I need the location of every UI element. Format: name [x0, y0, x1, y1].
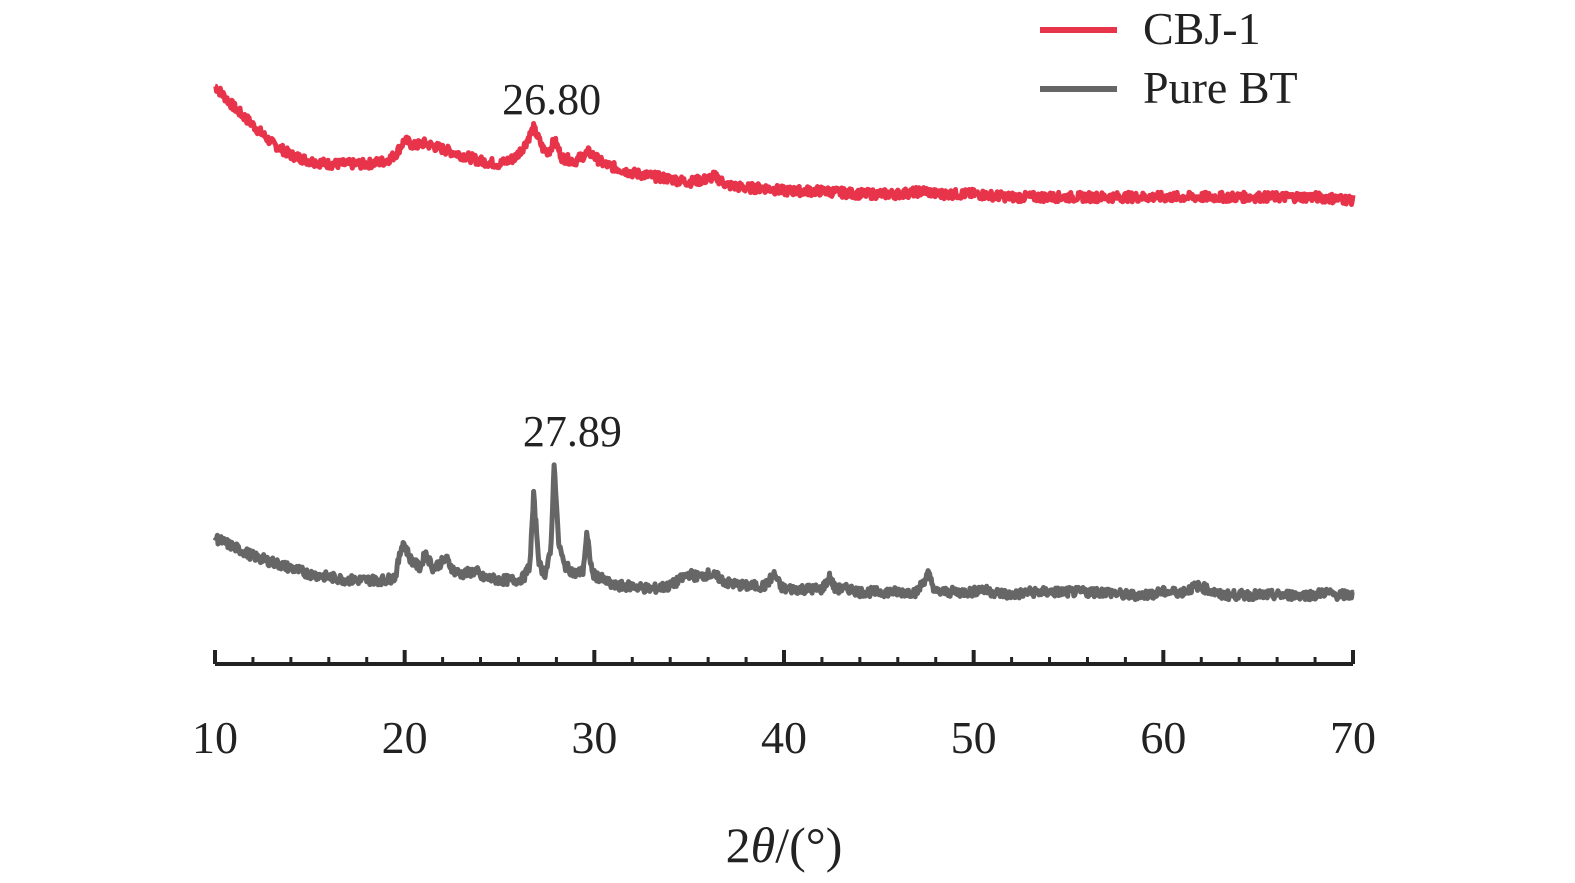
series-line-cbj-1: [213, 83, 1356, 207]
x-axis-title-symbol: θ: [751, 817, 776, 873]
x-tick-label: 50: [951, 712, 997, 763]
x-tick-label: 70: [1330, 712, 1376, 763]
x-tick-label: 60: [1140, 712, 1186, 763]
x-tick-label: 30: [571, 712, 617, 763]
x-axis-title-prefix: 2: [726, 817, 751, 873]
annotations: 26.80 27.89: [502, 75, 622, 456]
legend-label-pure-bt: Pure BT: [1143, 62, 1298, 113]
legend-label-cbj-1: CBJ-1: [1143, 3, 1261, 54]
x-ticks: 10 20 30 40 50 60 70: [192, 650, 1376, 763]
series-line-pure-bt: [212, 462, 1355, 603]
x-axis-title: 2θ/(°): [726, 817, 843, 873]
x-tick-label: 10: [192, 712, 238, 763]
peak-label: 27.89: [523, 407, 622, 456]
x-axis-title-suffix: /(°): [775, 817, 842, 873]
x-tick-label: 20: [382, 712, 428, 763]
series-layer: [212, 83, 1356, 603]
legend: CBJ-1 Pure BT: [1040, 3, 1298, 113]
x-tick-label: 40: [761, 712, 807, 763]
peak-label: 26.80: [502, 75, 601, 124]
